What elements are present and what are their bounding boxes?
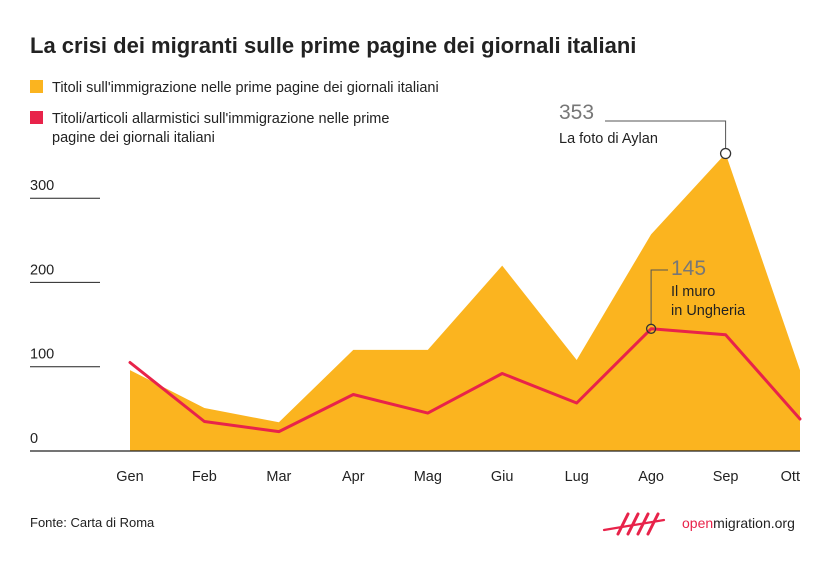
x-tick-label-gen: Gen (116, 469, 143, 485)
brand-open: open (682, 515, 713, 531)
x-tick-label-ott: Ott (781, 469, 800, 485)
legend-swatch-line (30, 111, 43, 124)
source-note: Fonte: Carta di Roma (30, 515, 155, 530)
legend-label-line-1: Titoli/articoli allarmistici sull'immigr… (52, 111, 389, 127)
annotation-muro: 145 Il muro in Ungheria (645, 257, 746, 334)
openmigration-logo-icon (602, 512, 666, 536)
annotation-aylan-marker (719, 147, 732, 160)
openmigration-logo-text: openmigration.org (682, 515, 795, 531)
line-series-alarmist (128, 327, 802, 434)
annotation-aylan-value: 353 (559, 101, 594, 124)
y-tick-label-0: 0 (30, 431, 38, 447)
y-tick-label-200: 200 (30, 262, 54, 278)
legend-label-line-2: pagine dei giornali italiani (52, 130, 215, 146)
x-tick-label-giu: Giu (491, 469, 514, 485)
annotation-muro-text-2: in Ungheria (671, 303, 746, 319)
annotation-aylan: 353 La foto di Aylan (559, 101, 732, 160)
x-axis: Gen Feb Mar Apr Mag Giu Lug Ago Sep Ott (116, 469, 800, 485)
chart-title: La crisi dei migranti sulle prime pagine… (30, 33, 636, 58)
openmigration-logo: openmigration.org (602, 512, 795, 536)
legend-label-area: Titoli sull'immigrazione nelle prime pag… (52, 80, 439, 96)
area-series-immigration (130, 153, 800, 451)
x-tick-label-feb: Feb (192, 469, 217, 485)
x-tick-label-mag: Mag (414, 469, 442, 485)
legend: Titoli sull'immigrazione nelle prime pag… (30, 80, 439, 146)
annotation-muro-text-1: Il muro (671, 284, 715, 300)
legend-swatch-area (30, 80, 43, 93)
x-tick-label-sep: Sep (713, 469, 739, 485)
annotation-muro-leader (650, 269, 668, 325)
x-tick-label-mar: Mar (266, 469, 291, 485)
annotation-muro-value: 145 (671, 257, 706, 280)
x-tick-label-lug: Lug (565, 469, 589, 485)
annotation-aylan-text: La foto di Aylan (559, 131, 658, 147)
brand-rest: migration.org (713, 515, 795, 531)
y-tick-label-300: 300 (30, 178, 54, 194)
y-tick-label-100: 100 (30, 347, 54, 363)
annotation-muro-marker (645, 323, 657, 334)
x-tick-label-apr: Apr (342, 469, 365, 485)
y-axis: 0 100 200 300 (30, 178, 100, 447)
x-tick-label-ago: Ago (638, 469, 664, 485)
annotation-aylan-leader (605, 120, 727, 149)
